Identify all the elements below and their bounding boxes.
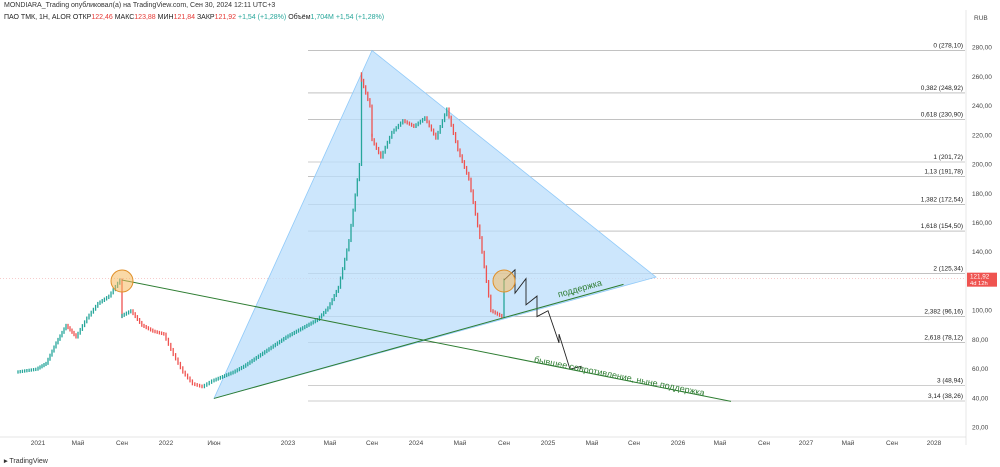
symbol-line: ПАО ТМК, 1Н, ALOR ОТКР122,46 МАКС123,88 … bbox=[4, 14, 384, 21]
price-series bbox=[17, 72, 505, 389]
x-tick-label: Май bbox=[324, 439, 337, 447]
x-tick-label: 2026 bbox=[671, 440, 686, 447]
x-tick-label: 2028 bbox=[927, 440, 942, 447]
x-tick-label: 2025 bbox=[541, 440, 556, 447]
x-tick-label: Май bbox=[72, 439, 85, 447]
x-tick-label: Сен bbox=[366, 440, 378, 447]
x-tick-label: Май bbox=[454, 439, 467, 447]
x-tick-label: Сен bbox=[116, 440, 128, 447]
x-tick-label: Сен bbox=[498, 440, 510, 447]
y-tick-label: 80,00 bbox=[972, 337, 989, 344]
y-tick-label: 60,00 bbox=[972, 366, 989, 373]
volume-label: Объём bbox=[288, 14, 311, 21]
fib-level-label: 0,382 (248,92) bbox=[921, 85, 963, 92]
x-tick-label: Июн bbox=[207, 440, 221, 447]
x-tick-label: Май bbox=[842, 439, 855, 447]
highlight-circle bbox=[110, 269, 134, 293]
fib-level-label: 2 (125,34) bbox=[933, 266, 963, 273]
fib-level-label: 3 (48,94) bbox=[937, 377, 963, 384]
x-tick-label: Сен bbox=[886, 440, 898, 447]
highlight-circle bbox=[492, 269, 516, 293]
change-value: +1,54 (+1,28%) bbox=[237, 14, 287, 21]
symbol: ПАО ТМК, 1Н, ALOR bbox=[4, 14, 71, 21]
support-line bbox=[213, 283, 624, 399]
last-price-timer: 4d 12h bbox=[970, 281, 988, 287]
y-tick-label: 20,00 bbox=[972, 425, 989, 432]
old-resistance-line bbox=[121, 279, 732, 402]
y-tick-label: 220,00 bbox=[972, 132, 992, 139]
fib-level-label: 1,13 (191,78) bbox=[924, 169, 963, 176]
open-label: ОТКР bbox=[72, 14, 92, 21]
axes: RUB20,0040,0060,0080,00100,00120,00140,0… bbox=[0, 10, 997, 447]
close-label: ЗАКР bbox=[196, 14, 215, 21]
fib-level-label: 3,14 (38,26) bbox=[928, 393, 963, 400]
x-tick-label: 2021 bbox=[31, 440, 46, 447]
y-tick-label: 260,00 bbox=[972, 74, 992, 81]
x-tick-label: 2024 bbox=[409, 440, 424, 447]
tradingview-icon: ▸ bbox=[4, 458, 8, 465]
x-tick-label: Сен bbox=[628, 440, 640, 447]
y-tick-label: 200,00 bbox=[972, 162, 992, 169]
high-label: МАКС bbox=[114, 14, 135, 21]
low-value: 121,84 bbox=[173, 14, 195, 21]
y-tick-label: 240,00 bbox=[972, 103, 992, 110]
volume-change: +1,54 (+1,28%) bbox=[335, 14, 385, 21]
x-tick-label: Май bbox=[586, 439, 599, 447]
y-tick-label: 160,00 bbox=[972, 220, 992, 227]
fib-level-label: 2,382 (96,16) bbox=[924, 308, 963, 315]
fib-level-label: 1 (201,72) bbox=[933, 154, 963, 161]
y-tick-label: 280,00 bbox=[972, 45, 992, 52]
fib-level-label: 2,618 (78,12) bbox=[924, 335, 963, 342]
close-value: 121,92 bbox=[214, 14, 237, 21]
low-label: МИН bbox=[157, 14, 174, 21]
fib-level-label: 0 (278,10) bbox=[933, 42, 963, 49]
open-value: 122,46 bbox=[91, 14, 113, 21]
currency-label: RUB bbox=[974, 15, 988, 22]
y-tick-label: 100,00 bbox=[972, 308, 992, 315]
old-resistance-label: бывшее сопротивление, ныне поддержка bbox=[533, 354, 705, 398]
x-tick-label: 2022 bbox=[159, 440, 174, 447]
fib-level-label: 0,618 (230,90) bbox=[921, 111, 963, 118]
y-tick-label: 40,00 bbox=[972, 395, 989, 402]
x-tick-label: 2027 bbox=[799, 440, 814, 447]
high-value: 123,88 bbox=[134, 14, 156, 21]
x-tick-label: Сен bbox=[758, 440, 770, 447]
fib-fan-triangle bbox=[213, 49, 657, 400]
last-price-value: 121,92 bbox=[970, 274, 990, 281]
y-tick-label: 180,00 bbox=[972, 191, 992, 198]
fib-triangle bbox=[213, 49, 657, 400]
y-tick-label: 140,00 bbox=[972, 249, 992, 256]
volume-value: 1,704M bbox=[310, 14, 334, 21]
x-tick-label: Май bbox=[714, 439, 727, 447]
fib-level-label: 1,382 (172,54) bbox=[921, 197, 963, 204]
tradingview-logo: ▸ TradingView bbox=[4, 457, 48, 465]
publisher-line: MONDIARA_Trading опубликовал(а) на Tradi… bbox=[4, 2, 276, 9]
x-tick-label: 2023 bbox=[281, 440, 296, 447]
last-price-badge bbox=[967, 272, 997, 287]
tradingview-brand: TradingView bbox=[9, 458, 48, 465]
fib-level-label: 1,618 (154,50) bbox=[921, 223, 963, 230]
